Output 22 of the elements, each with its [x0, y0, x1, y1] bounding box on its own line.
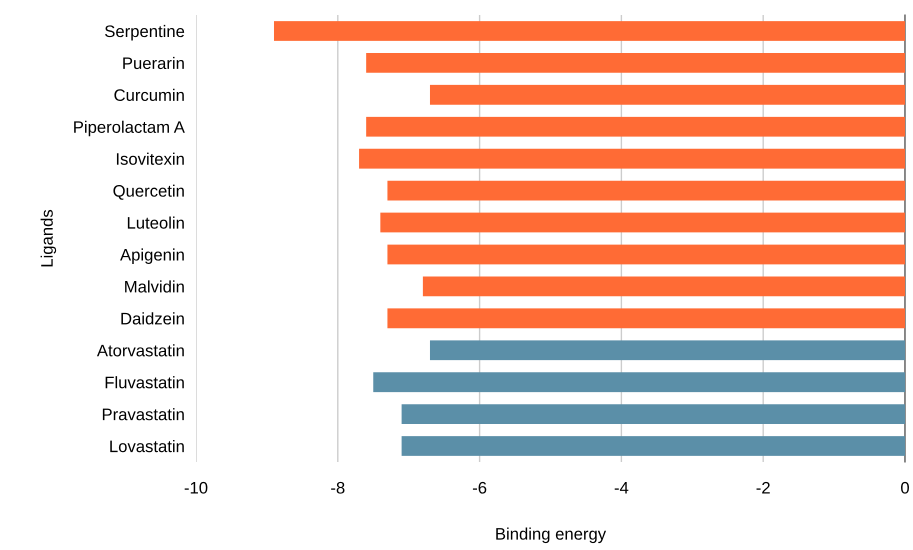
y-tick-label: Pravastatin	[102, 408, 184, 420]
x-tick-label: -2	[756, 482, 770, 494]
y-tick-label: Apigenin	[120, 248, 184, 264]
y-tick-label: Puerarin	[123, 56, 184, 70]
y-tick-label: Daidzein	[121, 312, 184, 325]
y-tick-label: Fluvastatin	[106, 376, 184, 388]
x-tick-label: -10	[184, 482, 208, 494]
y-axis-title: Ligands	[40, 210, 56, 266]
y-tick-label: Curcumin	[114, 88, 184, 102]
y-tick-label: Luteolin	[128, 216, 184, 229]
x-tick-label: -6	[472, 482, 486, 494]
x-tick-label: -8	[331, 482, 344, 494]
y-tick-label: Piperolactam A	[74, 120, 185, 136]
x-tick-label: 0	[901, 482, 909, 494]
y-tick-label: Serpentine	[105, 24, 184, 40]
x-axis-title: Binding energy	[496, 528, 606, 544]
x-tick-label: -4	[614, 482, 628, 494]
y-tick-label: Lovastatin	[110, 440, 184, 452]
y-tick-label: Quercetin	[113, 184, 184, 200]
y-tick-label: Atorvastatin	[96, 344, 184, 356]
y-tick-label: Isovitexin	[116, 152, 184, 165]
y-tick-label: Malvidin	[125, 280, 184, 293]
